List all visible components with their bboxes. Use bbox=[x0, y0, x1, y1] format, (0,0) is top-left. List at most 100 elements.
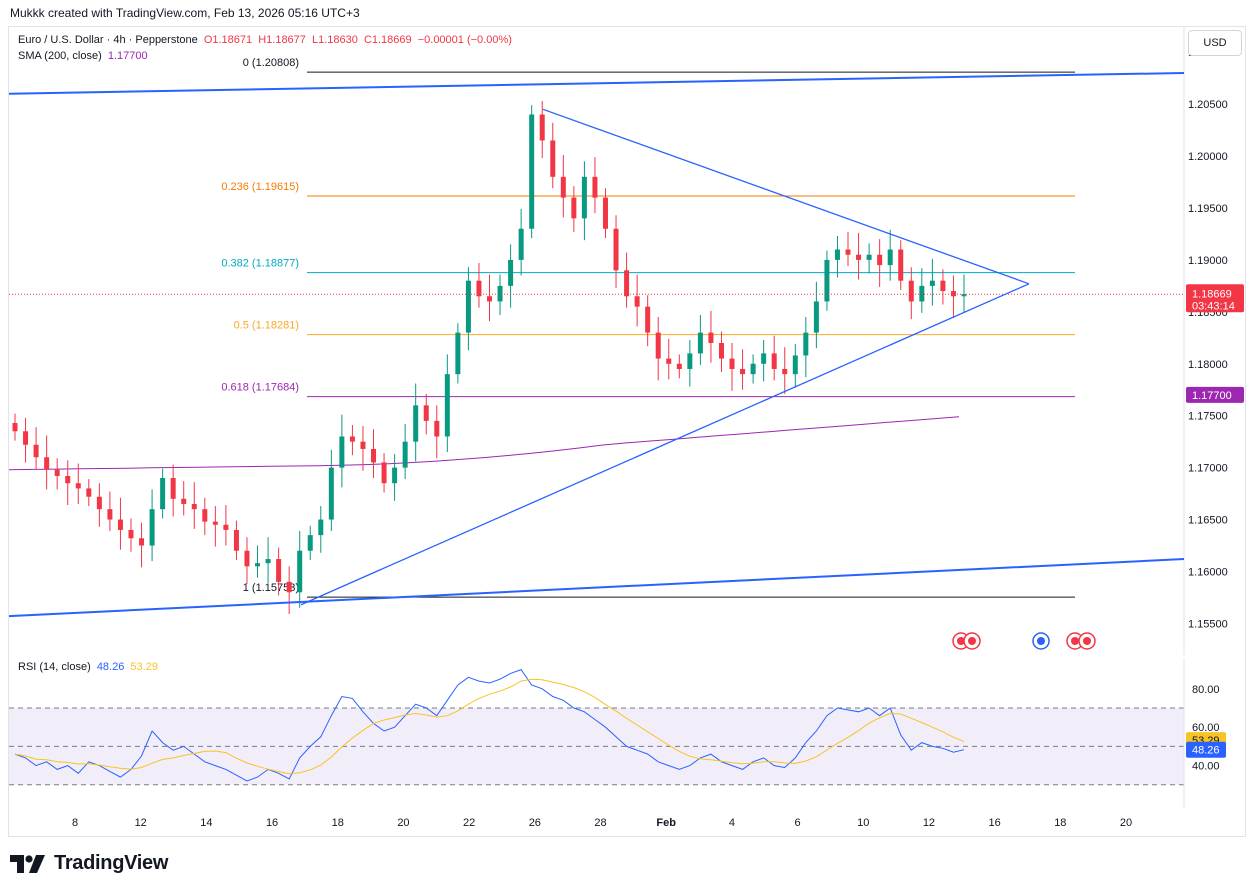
candle-body bbox=[877, 254, 883, 266]
time-tick-label[interactable]: 12 bbox=[135, 817, 147, 829]
rsi-tick-label[interactable]: 40.00 bbox=[1192, 761, 1220, 773]
rsi-label[interactable]: RSI (14, close) bbox=[18, 661, 91, 673]
candle-body bbox=[961, 294, 967, 297]
symbol-name[interactable]: Euro / U.S. Dollar · 4h · Pepperstone bbox=[18, 34, 198, 46]
time-tick-label[interactable]: 26 bbox=[529, 817, 541, 829]
rsi-tick-label[interactable]: 60.00 bbox=[1192, 722, 1220, 734]
time-tick-label[interactable]: 14 bbox=[200, 817, 212, 829]
candle-body bbox=[645, 306, 651, 333]
candle-body bbox=[276, 559, 282, 582]
candle-body bbox=[444, 374, 450, 437]
sma-price-tag bbox=[1186, 386, 1244, 403]
time-tick-label[interactable]: 12 bbox=[923, 817, 935, 829]
sma-price-value: 1.17700 bbox=[1192, 390, 1232, 402]
price-tick-label[interactable]: 1.15500 bbox=[1188, 618, 1228, 630]
close-value: C1.18669 bbox=[363, 34, 412, 46]
trendline[interactable] bbox=[9, 71, 1185, 95]
fib-level-label: 1 (1.15753) bbox=[243, 582, 299, 594]
trendline[interactable] bbox=[9, 558, 1185, 618]
chart-frame bbox=[8, 26, 1246, 837]
last-price-value: 1.18669 bbox=[1192, 288, 1232, 300]
candle-body bbox=[624, 270, 630, 297]
candle-body bbox=[202, 509, 208, 522]
time-axis[interactable]: 8 12 14 16 18 20 22 26 28 Feb 4 6 10 12 16 18 20 bbox=[9, 810, 1245, 836]
candle-body bbox=[191, 503, 197, 510]
currency-button[interactable]: USD bbox=[1188, 30, 1242, 56]
time-tick-label[interactable]: 18 bbox=[1054, 817, 1066, 829]
candle-body bbox=[508, 259, 514, 286]
candle-body bbox=[476, 280, 482, 297]
price-tick-label[interactable]: 1.18000 bbox=[1188, 359, 1228, 371]
candle-body bbox=[592, 176, 598, 198]
trendline[interactable] bbox=[300, 283, 1030, 606]
rsi-ma-value: 53.29 bbox=[130, 661, 158, 673]
brand-text: TradingView bbox=[54, 852, 169, 874]
sma-200-line bbox=[9, 416, 960, 471]
last-price-countdown: 03:43:14 bbox=[1192, 300, 1235, 312]
time-tick-label[interactable]: 16 bbox=[266, 817, 278, 829]
candle-body bbox=[676, 363, 682, 369]
rsi-ma-line bbox=[14, 678, 965, 775]
price-tick-label[interactable]: 1.19500 bbox=[1188, 203, 1228, 215]
candle-body bbox=[740, 368, 746, 375]
sma-legend: SMA (200, close) 1.17700 bbox=[18, 50, 151, 62]
rsi-chart[interactable]: 80.00 60.00 40.00 53.29 48.26 bbox=[9, 658, 1245, 808]
candle-body bbox=[413, 405, 419, 442]
trendline[interactable] bbox=[542, 108, 1030, 285]
open-value: O1.18671 bbox=[203, 34, 253, 46]
high-value: H1.18677 bbox=[258, 34, 306, 46]
rsi-tag bbox=[1186, 741, 1226, 758]
candle-body bbox=[866, 254, 872, 260]
candle-body bbox=[571, 197, 577, 219]
candle-body bbox=[824, 259, 830, 302]
time-tick-label[interactable]: 20 bbox=[1120, 817, 1132, 829]
candle-body bbox=[634, 296, 640, 307]
time-tick-label[interactable]: 22 bbox=[463, 817, 475, 829]
rsi-tick-label[interactable]: 80.00 bbox=[1192, 684, 1220, 696]
price-tick-label[interactable]: 1.16000 bbox=[1188, 566, 1228, 578]
candle-body bbox=[54, 469, 60, 476]
price-chart[interactable]: 1.210001.205001.200001.195001.190001.185… bbox=[9, 27, 1245, 655]
time-tick-label[interactable]: 6 bbox=[795, 817, 801, 829]
candle-body bbox=[803, 332, 809, 356]
economic-event-dot bbox=[1083, 637, 1091, 645]
time-tick-label[interactable]: 4 bbox=[729, 817, 735, 829]
candle-body bbox=[487, 296, 492, 302]
time-tick-label[interactable]: 8 bbox=[72, 817, 78, 829]
candle-body bbox=[782, 368, 788, 375]
price-tick-label[interactable]: 1.17000 bbox=[1188, 463, 1228, 475]
candle-body bbox=[908, 280, 914, 302]
symbol-legend: Euro / U.S. Dollar · 4h · Pepperstone O1… bbox=[18, 34, 515, 46]
time-tick-label[interactable]: 20 bbox=[397, 817, 409, 829]
time-tick-label[interactable]: Feb bbox=[656, 817, 676, 829]
time-tick-label[interactable]: 18 bbox=[332, 817, 344, 829]
fib-level-label: 0.618 (1.17684) bbox=[221, 382, 299, 394]
candle-body bbox=[792, 355, 798, 375]
price-tick-label[interactable]: 1.16500 bbox=[1188, 515, 1228, 527]
candle-body bbox=[845, 249, 851, 255]
candle-body bbox=[181, 498, 187, 504]
candle-body bbox=[149, 509, 155, 546]
candle-body bbox=[750, 363, 756, 375]
time-tick-label[interactable]: 10 bbox=[857, 817, 869, 829]
price-tick-label[interactable]: 1.19000 bbox=[1188, 255, 1228, 267]
candle-body bbox=[318, 519, 324, 536]
price-tick-label[interactable]: 1.17500 bbox=[1188, 411, 1228, 423]
candle-body bbox=[33, 444, 39, 458]
fib-level-label: 0.5 (1.18281) bbox=[234, 320, 299, 332]
time-tick-label[interactable]: 28 bbox=[594, 817, 606, 829]
sma-label[interactable]: SMA (200, close) bbox=[18, 50, 102, 62]
price-tick-label[interactable]: 1.20500 bbox=[1188, 99, 1228, 111]
fib-level-label: 0 (1.20808) bbox=[243, 57, 299, 69]
candle-body bbox=[349, 436, 355, 442]
candle-body bbox=[170, 478, 176, 499]
price-tick-label[interactable]: 1.20000 bbox=[1188, 151, 1228, 163]
candle-body bbox=[834, 249, 840, 260]
candle-body bbox=[655, 332, 661, 359]
time-tick-label[interactable]: 16 bbox=[989, 817, 1001, 829]
candle-body bbox=[339, 436, 345, 468]
chart-attribution: Mukkk created with TradingView.com, Feb … bbox=[10, 6, 360, 20]
candle-body bbox=[560, 176, 566, 198]
candle-body bbox=[539, 114, 545, 141]
candle-body bbox=[856, 254, 862, 260]
